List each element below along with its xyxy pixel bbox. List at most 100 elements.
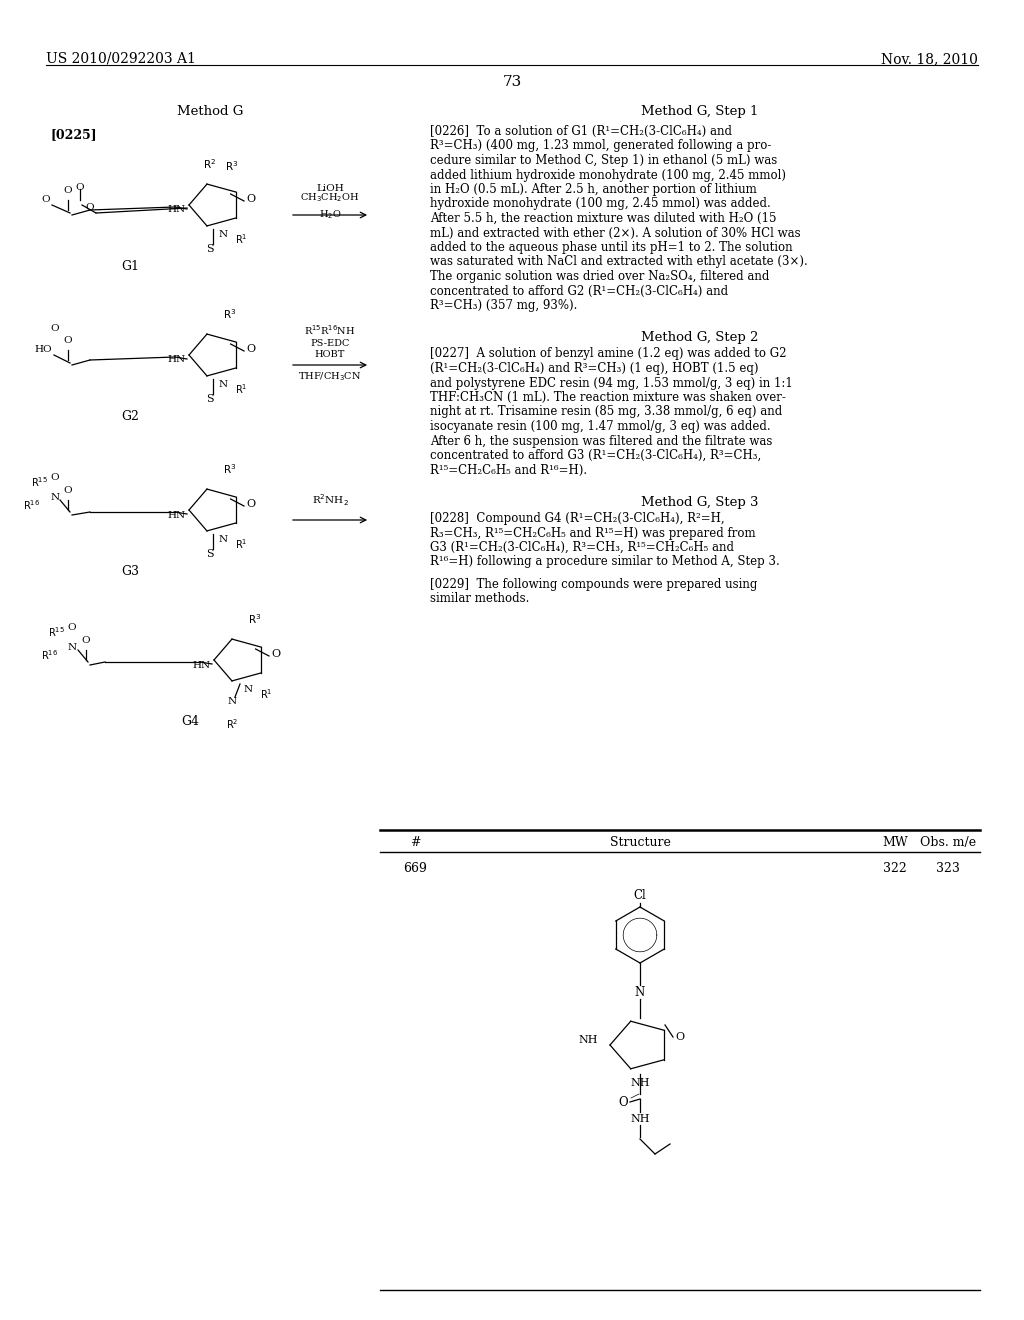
Text: (R¹=CH₂(3-ClC₆H₄) and R³=CH₃) (1 eq), HOBT (1.5 eq): (R¹=CH₂(3-ClC₆H₄) and R³=CH₃) (1 eq), HO… (430, 362, 759, 375)
Text: $\rm{R^1}$: $\rm{R^1}$ (234, 232, 248, 246)
Text: 323: 323 (936, 862, 959, 875)
Text: hydroxide monohydrate (100 mg, 2.45 mmol) was added.: hydroxide monohydrate (100 mg, 2.45 mmol… (430, 198, 771, 210)
Text: R$^2$NH$_2$: R$^2$NH$_2$ (311, 492, 348, 508)
Text: O: O (246, 194, 255, 205)
Text: N: N (218, 535, 227, 544)
Text: N: N (244, 685, 253, 694)
Text: $\rm{R^1}$: $\rm{R^1}$ (234, 381, 248, 396)
Text: THF/CH$_3$CN: THF/CH$_3$CN (298, 370, 361, 383)
Text: G4: G4 (181, 715, 199, 729)
Text: O: O (246, 345, 255, 354)
Text: was saturated with NaCl and extracted with ethyl acetate (3×).: was saturated with NaCl and extracted wi… (430, 256, 808, 268)
Text: O: O (271, 649, 281, 659)
Text: added lithium hydroxide monohydrate (100 mg, 2.45 mmol): added lithium hydroxide monohydrate (100… (430, 169, 786, 181)
Text: NH: NH (630, 1114, 650, 1125)
Text: concentrated to afford G2 (R¹=CH₂(3-ClC₆H₄) and: concentrated to afford G2 (R¹=CH₂(3-ClC₆… (430, 285, 728, 297)
Text: 669: 669 (403, 862, 427, 875)
Text: concentrated to afford G3 (R¹=CH₂(3-ClC₆H₄), R³=CH₃,: concentrated to afford G3 (R¹=CH₂(3-ClC₆… (430, 449, 761, 462)
Text: $\rm{R^3}$: $\rm{R^3}$ (248, 612, 261, 626)
Text: O: O (82, 636, 90, 645)
Text: HN: HN (193, 660, 210, 669)
Text: HN: HN (167, 355, 185, 364)
Text: and polystyrene EDC resin (94 mg, 1.53 mmol/g, 3 eq) in 1:1: and polystyrene EDC resin (94 mg, 1.53 m… (430, 376, 793, 389)
Text: O: O (618, 1096, 628, 1109)
Text: US 2010/0292203 A1: US 2010/0292203 A1 (46, 51, 196, 66)
Text: $\rm{R^1}$: $\rm{R^1}$ (234, 537, 248, 550)
Text: R¹⁶=H) following a procedure similar to Method A, Step 3.: R¹⁶=H) following a procedure similar to … (430, 556, 779, 569)
Text: G3 (R¹=CH₂(3-ClC₆H₄), R³=CH₃, R¹⁵=CH₂C₆H₅ and: G3 (R¹=CH₂(3-ClC₆H₄), R³=CH₃, R¹⁵=CH₂C₆H… (430, 541, 734, 554)
Text: night at rt. Trisamine resin (85 mg, 3.38 mmol/g, 6 eq) and: night at rt. Trisamine resin (85 mg, 3.3… (430, 405, 782, 418)
Text: [0225]: [0225] (50, 128, 96, 141)
Text: THF:CH₃CN (1 mL). The reaction mixture was shaken over-: THF:CH₃CN (1 mL). The reaction mixture w… (430, 391, 785, 404)
Text: R₃=CH₃, R¹⁵=CH₂C₆H₅ and R¹⁵=H) was prepared from: R₃=CH₃, R¹⁵=CH₂C₆H₅ and R¹⁵=H) was prepa… (430, 527, 756, 540)
Text: Method G: Method G (177, 106, 243, 117)
Text: 73: 73 (503, 75, 521, 88)
Text: $\rm{R^3}$: $\rm{R^3}$ (225, 160, 239, 173)
Text: G1: G1 (121, 260, 139, 273)
Text: O: O (675, 1032, 684, 1041)
Text: O: O (246, 499, 255, 510)
Text: G2: G2 (121, 411, 139, 422)
Text: S: S (206, 549, 214, 558)
Text: $\rm{R^{16}}$: $\rm{R^{16}}$ (41, 648, 58, 661)
Text: $\rm{R^{15}}$: $\rm{R^{15}}$ (48, 626, 65, 639)
Text: Structure: Structure (609, 836, 671, 849)
Text: #: # (410, 836, 420, 849)
Text: $\rm{R^{16}}$: $\rm{R^{16}}$ (23, 498, 40, 512)
Text: [0229]  The following compounds were prepared using: [0229] The following compounds were prep… (430, 578, 758, 591)
Text: HN: HN (167, 206, 185, 214)
Text: R³=CH₃) (357 mg, 93%).: R³=CH₃) (357 mg, 93%). (430, 300, 578, 312)
Text: added to the aqueous phase until its pH=1 to 2. The solution: added to the aqueous phase until its pH=… (430, 242, 793, 253)
Text: [0227]  A solution of benzyl amine (1.2 eq) was added to G2: [0227] A solution of benzyl amine (1.2 e… (430, 347, 786, 360)
Text: S: S (206, 244, 214, 253)
Text: H$_2$O: H$_2$O (318, 209, 341, 222)
Text: Method G, Step 1: Method G, Step 1 (641, 106, 759, 117)
Text: cedure similar to Method C, Step 1) in ethanol (5 mL) was: cedure similar to Method C, Step 1) in e… (430, 154, 777, 168)
Text: MW: MW (882, 836, 908, 849)
Text: NH: NH (630, 1078, 650, 1088)
Text: O: O (41, 195, 50, 205)
Text: HO: HO (35, 346, 52, 355)
Text: $\rm{R^{15}}$: $\rm{R^{15}}$ (31, 475, 48, 488)
Text: PS-EDC: PS-EDC (310, 339, 349, 348)
Text: 322: 322 (883, 862, 907, 875)
Text: R³=CH₃) (400 mg, 1.23 mmol, generated following a pro-: R³=CH₃) (400 mg, 1.23 mmol, generated fo… (430, 140, 771, 153)
Text: [0228]  Compound G4 (R¹=CH₂(3-ClC₆H₄), R²=H,: [0228] Compound G4 (R¹=CH₂(3-ClC₆H₄), R²… (430, 512, 725, 525)
Text: isocyanate resin (100 mg, 1.47 mmol/g, 3 eq) was added.: isocyanate resin (100 mg, 1.47 mmol/g, 3… (430, 420, 771, 433)
Text: N: N (50, 494, 59, 503)
Text: $\rm{R^2}$: $\rm{R^2}$ (204, 157, 217, 172)
Text: $\rm{R^3}$: $\rm{R^3}$ (223, 308, 237, 321)
Text: $\rm{R^2}$: $\rm{R^2}$ (225, 717, 239, 731)
Text: Cl: Cl (634, 888, 646, 902)
Text: O: O (63, 337, 73, 345)
Text: R$^{15}$R$^{16}$NH: R$^{15}$R$^{16}$NH (304, 323, 355, 337)
Text: O: O (50, 323, 59, 333)
Text: After 5.5 h, the reaction mixture was diluted with H₂O (15: After 5.5 h, the reaction mixture was di… (430, 213, 776, 224)
Text: HOBT: HOBT (314, 350, 345, 359)
Text: Obs. m/e: Obs. m/e (920, 836, 976, 849)
Text: O: O (68, 623, 77, 632)
Text: similar methods.: similar methods. (430, 593, 529, 606)
Text: O: O (63, 186, 73, 195)
Text: After 6 h, the suspension was filtered and the filtrate was: After 6 h, the suspension was filtered a… (430, 434, 772, 447)
Text: mL) and extracted with ether (2×). A solution of 30% HCl was: mL) and extracted with ether (2×). A sol… (430, 227, 801, 239)
Text: CH$_3$CH$_2$OH: CH$_3$CH$_2$OH (300, 191, 359, 205)
Text: $\rm{R^3}$: $\rm{R^3}$ (223, 462, 237, 477)
Text: O: O (85, 202, 93, 211)
Text: G3: G3 (121, 565, 139, 578)
Text: N: N (218, 380, 227, 389)
Text: Method G, Step 2: Method G, Step 2 (641, 331, 759, 345)
Text: Nov. 18, 2010: Nov. 18, 2010 (881, 51, 978, 66)
Text: N: N (227, 697, 237, 706)
Text: N: N (68, 644, 77, 652)
Text: [0226]  To a solution of G1 (R¹=CH₂(3-ClC₆H₄) and: [0226] To a solution of G1 (R¹=CH₂(3-ClC… (430, 125, 732, 139)
Text: O: O (76, 183, 84, 191)
Text: HN: HN (167, 511, 185, 520)
Text: $\rm{R^1}$: $\rm{R^1}$ (260, 686, 272, 701)
Text: R¹⁵=CH₂C₆H₅ and R¹⁶=H).: R¹⁵=CH₂C₆H₅ and R¹⁶=H). (430, 463, 587, 477)
Text: Method G, Step 3: Method G, Step 3 (641, 496, 759, 510)
Text: in H₂O (0.5 mL). After 2.5 h, another portion of lithium: in H₂O (0.5 mL). After 2.5 h, another po… (430, 183, 757, 195)
Text: The organic solution was dried over Na₂SO₄, filtered and: The organic solution was dried over Na₂S… (430, 271, 769, 282)
Text: N: N (218, 230, 227, 239)
Text: O: O (63, 486, 73, 495)
